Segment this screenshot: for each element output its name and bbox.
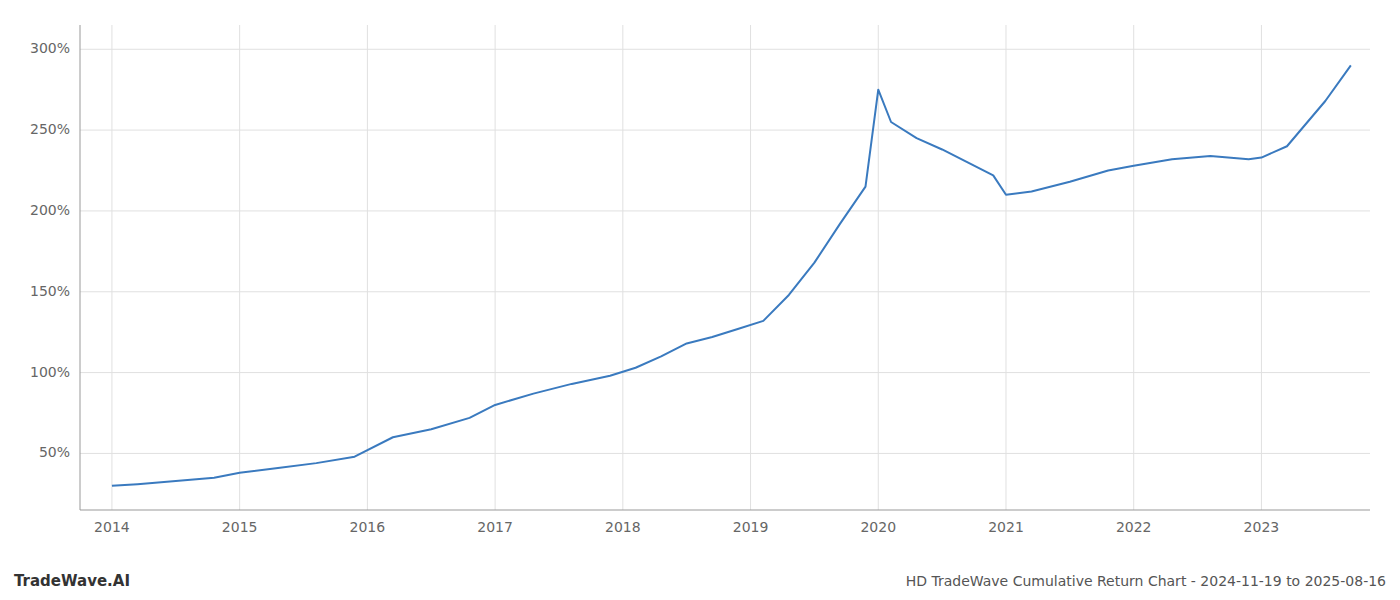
y-tick-label: 300% <box>30 40 70 56</box>
y-tick-label: 100% <box>30 364 70 380</box>
x-axis-line <box>80 510 1370 511</box>
y-tick-label: 250% <box>30 121 70 137</box>
x-tick-label: 2016 <box>350 519 386 535</box>
x-grid-line <box>367 25 368 510</box>
x-tick-label: 2019 <box>733 519 769 535</box>
x-tick-label: 2018 <box>605 519 641 535</box>
x-tick-label: 2015 <box>222 519 258 535</box>
y-tick-label: 150% <box>30 283 70 299</box>
grid <box>80 25 1370 510</box>
y-grid-line <box>80 130 1370 131</box>
x-tick-label: 2023 <box>1244 519 1280 535</box>
y-tick-label: 200% <box>30 202 70 218</box>
x-tick-label: 2021 <box>988 519 1024 535</box>
x-grid-line <box>239 25 240 510</box>
x-grid-line <box>111 25 112 510</box>
plot-area <box>112 65 1351 485</box>
y-grid-line <box>80 453 1370 454</box>
chart: 50% 100% 150% 200% 250% 300% 2014 2015 2016 2017 2… <box>0 0 1400 600</box>
line <box>112 65 1351 485</box>
y-axis-line <box>80 25 81 510</box>
y-tick-label: 50% <box>39 444 70 460</box>
y-grid-line <box>80 372 1370 373</box>
x-grid-line <box>1261 25 1262 510</box>
x-grid-line <box>750 25 751 510</box>
x-grid-line <box>1005 25 1006 510</box>
x-tick-label: 2022 <box>1116 519 1152 535</box>
x-grid-line <box>495 25 496 510</box>
y-grid-line <box>80 49 1370 50</box>
tick-labels: 50% 100% 150% 200% 250% 300% 2014 2015 2016 2017 2… <box>30 40 1279 535</box>
title: HD TradeWave Cumulative Return Chart - 2… <box>906 573 1386 589</box>
y-grid-line <box>80 291 1370 292</box>
x-tick-label: 2014 <box>94 519 130 535</box>
x-grid-line <box>1133 25 1134 510</box>
watermark: TradeWave.AI <box>14 572 130 590</box>
y-grid-line <box>80 210 1370 211</box>
x-grid-line <box>622 25 623 510</box>
x-tick-label: 2017 <box>477 519 513 535</box>
x-tick-label: 2020 <box>860 519 896 535</box>
